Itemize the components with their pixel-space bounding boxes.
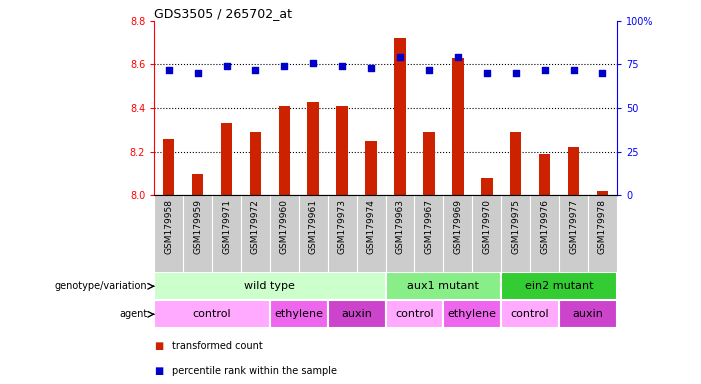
Bar [154,272,386,300]
Bar [163,139,175,195]
Point [279,63,290,69]
Bar [501,272,617,300]
Point [539,66,550,73]
Text: genotype/variation: genotype/variation [55,281,147,291]
Text: GSM179969: GSM179969 [454,199,463,254]
Bar [423,132,435,195]
Text: auxin: auxin [341,309,372,319]
Bar [510,132,522,195]
Text: GSM179977: GSM179977 [569,199,578,254]
Bar [443,300,501,328]
Text: wild type: wild type [245,281,295,291]
Bar [386,300,443,328]
Text: GSM179970: GSM179970 [482,199,491,254]
Bar [597,191,608,195]
Bar [221,123,232,195]
Bar [192,174,203,195]
Bar [308,101,319,195]
Point [308,60,319,66]
Point [336,63,348,69]
Bar [270,300,327,328]
Point [510,70,522,76]
Text: GSM179961: GSM179961 [308,199,318,254]
Bar [539,154,550,195]
Bar [365,141,377,195]
Text: auxin: auxin [573,309,604,319]
Point [163,66,175,73]
Text: transformed count: transformed count [172,341,262,351]
Point [597,70,608,76]
Text: GSM179963: GSM179963 [395,199,404,254]
Text: aux1 mutant: aux1 mutant [407,281,479,291]
Point [365,65,376,71]
Text: GSM179967: GSM179967 [424,199,433,254]
Point [250,66,261,73]
Text: control: control [193,309,231,319]
Bar [250,132,261,195]
Text: control: control [395,309,434,319]
Text: GSM179971: GSM179971 [222,199,231,254]
Text: agent: agent [119,309,147,319]
Point [452,55,463,61]
Bar [452,58,463,195]
Bar [568,147,579,195]
Text: GSM179959: GSM179959 [193,199,202,254]
Bar [559,300,617,328]
Text: GSM179975: GSM179975 [511,199,520,254]
Bar [394,38,406,195]
Text: GSM179973: GSM179973 [338,199,347,254]
Point [481,70,492,76]
Point [395,55,406,61]
Point [423,66,435,73]
Text: ein2 mutant: ein2 mutant [525,281,593,291]
Point [192,70,203,76]
Bar [154,300,270,328]
Bar [501,300,559,328]
Text: ■: ■ [154,366,163,376]
Text: ethylene: ethylene [274,309,323,319]
Point [568,66,579,73]
Text: GSM179972: GSM179972 [251,199,260,254]
Text: control: control [511,309,550,319]
Text: ■: ■ [154,341,163,351]
Text: GDS3505 / 265702_at: GDS3505 / 265702_at [154,7,292,20]
Text: GSM179974: GSM179974 [367,199,376,254]
Text: GSM179976: GSM179976 [540,199,549,254]
Text: GSM179978: GSM179978 [598,199,607,254]
Text: ethylene: ethylene [448,309,497,319]
Text: percentile rank within the sample: percentile rank within the sample [172,366,336,376]
Point [221,63,232,69]
Bar [481,178,493,195]
Bar [327,300,386,328]
Bar [336,106,348,195]
Bar [278,106,290,195]
Text: GSM179958: GSM179958 [164,199,173,254]
Text: GSM179960: GSM179960 [280,199,289,254]
Bar [386,272,501,300]
